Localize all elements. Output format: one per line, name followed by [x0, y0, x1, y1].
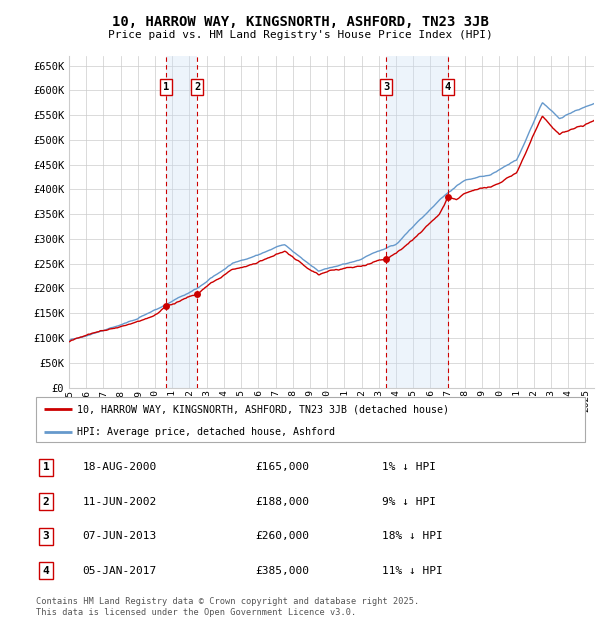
Text: 18-AUG-2000: 18-AUG-2000	[83, 463, 157, 472]
Text: 05-JAN-2017: 05-JAN-2017	[83, 566, 157, 576]
Text: 2: 2	[43, 497, 49, 507]
Text: 07-JUN-2013: 07-JUN-2013	[83, 531, 157, 541]
Text: 11-JUN-2002: 11-JUN-2002	[83, 497, 157, 507]
Text: 3: 3	[383, 82, 389, 92]
Text: 9% ↓ HPI: 9% ↓ HPI	[382, 497, 436, 507]
Bar	[166, 56, 197, 388]
FancyBboxPatch shape	[36, 397, 585, 442]
Text: Contains HM Land Registry data © Crown copyright and database right 2025.
This d: Contains HM Land Registry data © Crown c…	[36, 598, 419, 617]
Text: 4: 4	[43, 566, 49, 576]
Text: 1: 1	[163, 82, 169, 92]
Text: 1: 1	[43, 463, 49, 472]
Text: 10, HARROW WAY, KINGSNORTH, ASHFORD, TN23 3JB: 10, HARROW WAY, KINGSNORTH, ASHFORD, TN2…	[112, 16, 488, 30]
Text: 4: 4	[445, 82, 451, 92]
Text: £188,000: £188,000	[256, 497, 310, 507]
Text: 18% ↓ HPI: 18% ↓ HPI	[382, 531, 443, 541]
Text: 10, HARROW WAY, KINGSNORTH, ASHFORD, TN23 3JB (detached house): 10, HARROW WAY, KINGSNORTH, ASHFORD, TN2…	[77, 404, 449, 415]
Text: 3: 3	[43, 531, 49, 541]
Text: HPI: Average price, detached house, Ashford: HPI: Average price, detached house, Ashf…	[77, 427, 335, 437]
Text: £385,000: £385,000	[256, 566, 310, 576]
Bar	[386, 56, 448, 388]
Text: Price paid vs. HM Land Registry's House Price Index (HPI): Price paid vs. HM Land Registry's House …	[107, 30, 493, 40]
Text: 2: 2	[194, 82, 200, 92]
Text: £260,000: £260,000	[256, 531, 310, 541]
Text: £165,000: £165,000	[256, 463, 310, 472]
Text: 11% ↓ HPI: 11% ↓ HPI	[382, 566, 443, 576]
Text: 1% ↓ HPI: 1% ↓ HPI	[382, 463, 436, 472]
